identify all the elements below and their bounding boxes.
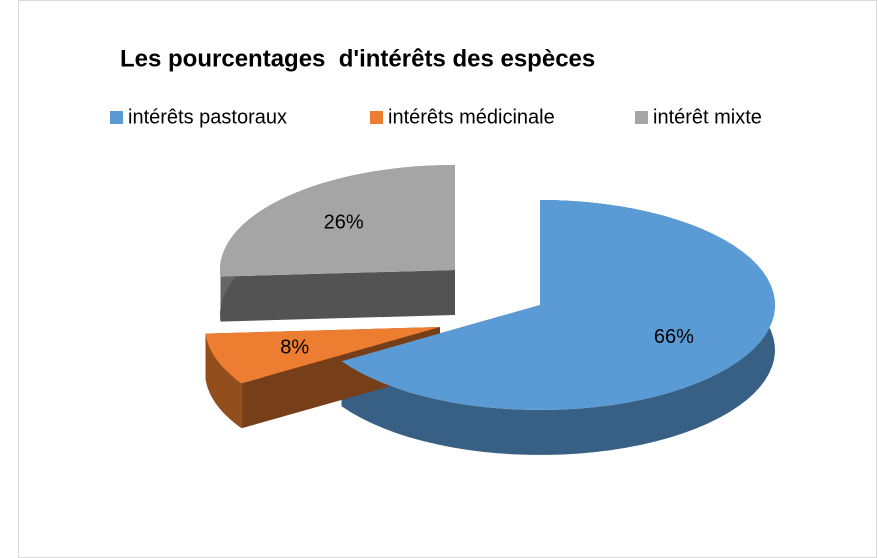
legend-label: intérêts pastoraux xyxy=(128,106,287,128)
legend-swatch xyxy=(110,111,123,124)
legend-label: intérêts médicinale xyxy=(388,106,555,128)
legend-swatch xyxy=(370,111,383,124)
pie-slice xyxy=(220,165,455,277)
data-label: 8% xyxy=(280,336,309,358)
chart-title: Les pourcentages d'intérêts des espèces xyxy=(120,45,595,72)
pie-slice xyxy=(205,327,440,384)
legend-swatch xyxy=(635,111,648,124)
pie-slice xyxy=(341,200,775,410)
data-label: 66% xyxy=(654,326,694,348)
slice-side xyxy=(220,270,455,322)
legend-label: intérêt mixte xyxy=(653,106,762,128)
data-label: 26% xyxy=(324,212,364,234)
slice-wall xyxy=(205,333,242,429)
